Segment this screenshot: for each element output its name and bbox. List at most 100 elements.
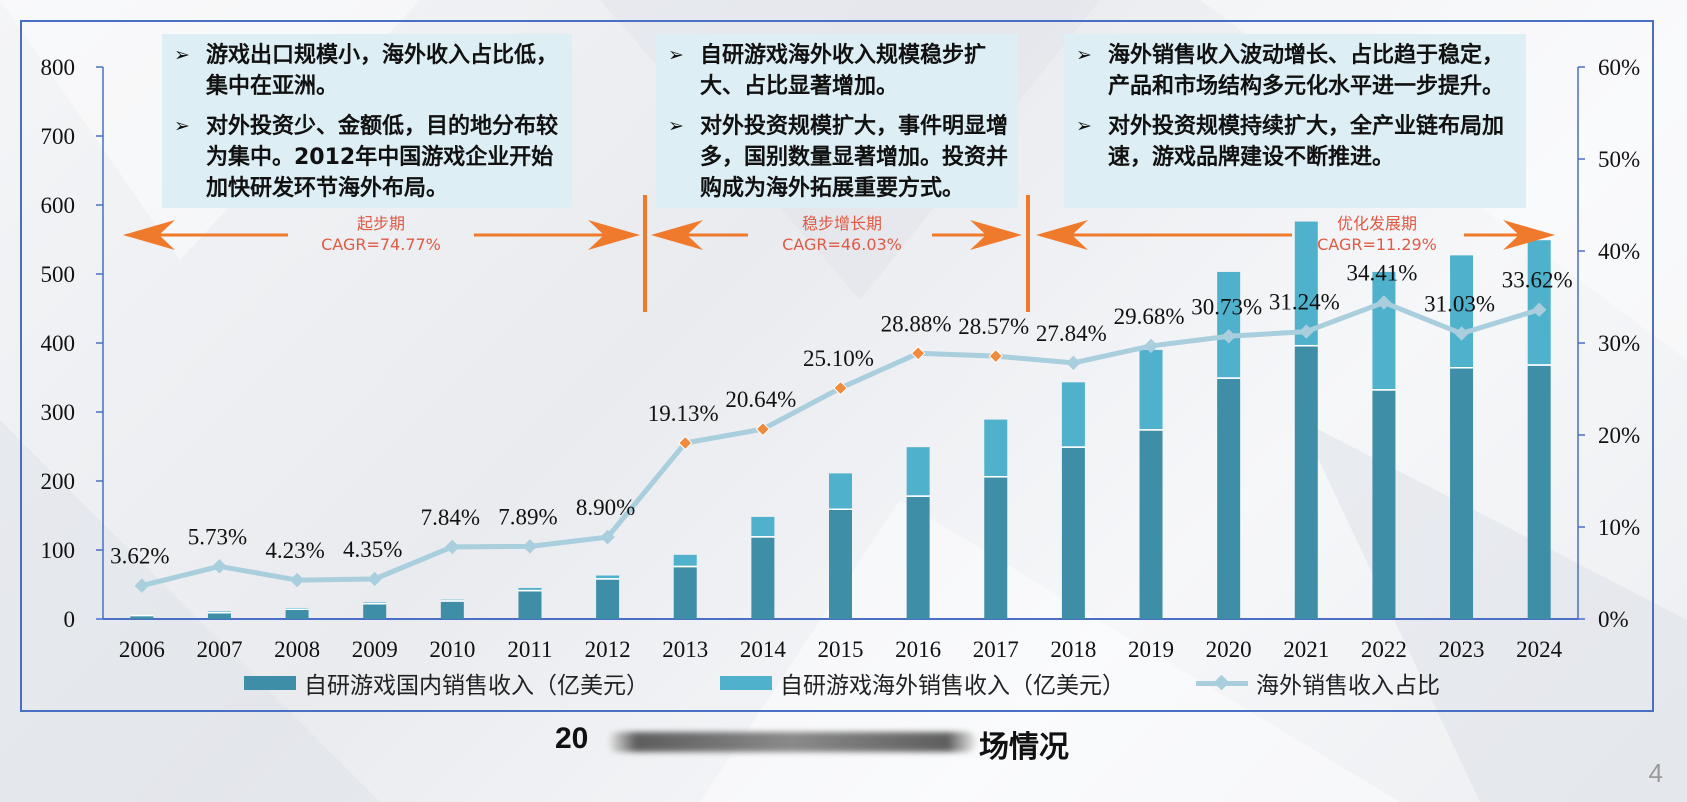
x-tick-label: 2011: [507, 637, 552, 662]
callout-item: 对外投资规模持续扩大，全产业链布局加速，游戏品牌建设不断推进。: [1074, 111, 1516, 173]
y-right-tick-label: 10%: [1598, 515, 1640, 540]
bar-domestic: [984, 477, 1008, 619]
subtitle-blurred-region: [607, 732, 977, 752]
bar-overseas: [984, 419, 1008, 477]
y-right-tick-label: 20%: [1598, 423, 1640, 448]
bar-overseas: [1061, 382, 1085, 447]
callout-item: 自研游戏海外收入规模稳步扩大、占比显著增加。: [666, 40, 1008, 102]
bar-overseas: [440, 599, 464, 601]
x-tick-label: 2024: [1516, 637, 1563, 662]
phase-arrow-head: [1036, 220, 1088, 250]
legend-label-domestic: 自研游戏国内销售收入（亿美元）: [304, 673, 649, 699]
ratio-data-label: 31.24%: [1269, 290, 1340, 315]
ratio-point: [600, 529, 615, 545]
callout-item: 游戏出口规模小，海外收入占比低，集中在亚洲。: [172, 40, 562, 102]
phase-arrow-head: [123, 220, 175, 250]
y-left-tick-label: 200: [41, 469, 76, 494]
bar-domestic: [207, 613, 231, 619]
ratio-data-label: 8.90%: [576, 495, 635, 520]
bar-overseas: [596, 575, 620, 579]
y-left-tick-label: 500: [41, 262, 76, 287]
phase-name: 稳步增长期: [802, 214, 882, 233]
bar-overseas: [207, 611, 231, 612]
y-left-tick-label: 700: [41, 124, 76, 149]
callout-item: 对外投资规模扩大，事件明显增多，国别数量显著增加。投资并购成为海外拓展重要方式。: [666, 111, 1008, 204]
ratio-data-label: 27.84%: [1036, 321, 1107, 346]
ratio-data-label: 33.62%: [1502, 268, 1573, 293]
bar-overseas: [363, 602, 387, 604]
bar-domestic: [1294, 346, 1318, 619]
x-tick-label: 2016: [895, 637, 941, 662]
x-tick-label: 2019: [1128, 637, 1174, 662]
bar-domestic: [518, 591, 542, 619]
legend-item-ratio: 海外销售收入占比: [1196, 668, 1440, 699]
ratio-point: [1376, 295, 1392, 310]
ratio-point: [1299, 324, 1314, 339]
y-left-tick-label: 800: [41, 55, 76, 80]
bar-domestic: [906, 496, 930, 619]
ratio-point: [833, 380, 848, 396]
ratio-data-label: 19.13%: [648, 401, 719, 426]
phase-cagr: CAGR=74.77%: [321, 235, 441, 254]
phase-arrow-head: [970, 220, 1022, 250]
phase-cagr: CAGR=11.29%: [1317, 235, 1437, 254]
y-left-tick-label: 100: [41, 538, 76, 563]
phase-arrow-head: [588, 220, 640, 250]
legend-item-overseas: 自研游戏海外销售收入（亿美元）: [720, 668, 1125, 699]
bar-domestic: [1061, 447, 1085, 619]
ratio-point: [134, 578, 150, 593]
x-tick-label: 2014: [740, 637, 787, 662]
legend-swatch-overseas: [720, 676, 772, 690]
x-tick-label: 2006: [119, 637, 165, 662]
x-tick-label: 2008: [274, 637, 320, 662]
ratio-point: [1221, 329, 1236, 344]
bar-overseas: [1294, 221, 1318, 345]
bar-domestic: [1217, 378, 1241, 619]
y-right-tick-label: 50%: [1598, 147, 1640, 172]
x-tick-label: 2012: [585, 637, 631, 662]
ratio-data-label: 30.73%: [1191, 294, 1262, 319]
ratio-point: [1454, 326, 1469, 341]
chart-canvas: 0 100 200 300 400 500 600 700 800 0% 10% 20% 30% 40% 5…: [41, 55, 1641, 662]
x-tick-label: 2017: [973, 637, 1019, 662]
bar-domestic: [829, 509, 852, 619]
legend-item-domestic: 自研游戏国内销售收入（亿美元）: [244, 668, 649, 699]
bar-domestic: [1372, 390, 1396, 619]
x-tick-label: 2010: [429, 637, 475, 662]
subtitle-left-text: 20: [555, 722, 589, 755]
y-left-tick-label: 400: [41, 331, 76, 356]
callout-phase-1: 游戏出口规模小，海外收入占比低，集中在亚洲。 对外投资少、金额低，目的地分布较为…: [162, 34, 572, 208]
bar-overseas: [1372, 271, 1396, 390]
phase-name: 起步期: [357, 214, 405, 233]
callout-item: 对外投资少、金额低，目的地分布较为集中。2012年中国游戏企业开始加快研发环节海…: [172, 111, 562, 204]
bar-overseas: [829, 473, 852, 509]
bar-domestic: [596, 579, 620, 619]
bar-domestic: [1139, 430, 1163, 619]
bar-overseas: [906, 447, 930, 496]
phase-arrow-head: [1503, 220, 1555, 250]
ratio-point: [522, 539, 538, 554]
y-right-tick-label: 0%: [1598, 607, 1629, 632]
slide-subtitle: 20 场情况: [555, 722, 1075, 764]
phase-name: 优化发展期: [1337, 214, 1417, 233]
ratio-point: [445, 539, 460, 555]
y-right-tick-label: 30%: [1598, 331, 1640, 356]
y-left-tick-label: 0: [64, 607, 76, 632]
callout-item: 海外销售收入波动增长、占比趋于稳定，产品和市场结构多元化水平进一步提升。: [1074, 40, 1516, 102]
x-tick-label: 2007: [196, 637, 242, 662]
legend-label-ratio: 海外销售收入占比: [1256, 673, 1440, 699]
y-left-tick-label: 600: [41, 193, 76, 218]
phase-cagr: CAGR=46.03%: [782, 235, 902, 254]
ratio-data-label: 29.68%: [1114, 304, 1185, 329]
y-right-tick-label: 60%: [1598, 55, 1640, 80]
ratio-data-label: 4.35%: [343, 537, 402, 562]
x-tick-label: 2020: [1206, 637, 1252, 662]
x-tick-label: 2018: [1050, 637, 1096, 662]
legend-label-overseas: 自研游戏海外销售收入（亿美元）: [780, 673, 1125, 699]
ratio-point: [910, 346, 926, 361]
ratio-data-label: 34.41%: [1346, 260, 1417, 285]
ratio-data-label: 28.57%: [958, 314, 1029, 339]
ratio-data-label: 5.73%: [188, 524, 247, 549]
bar-overseas: [1527, 240, 1551, 365]
bar-domestic: [285, 610, 309, 619]
